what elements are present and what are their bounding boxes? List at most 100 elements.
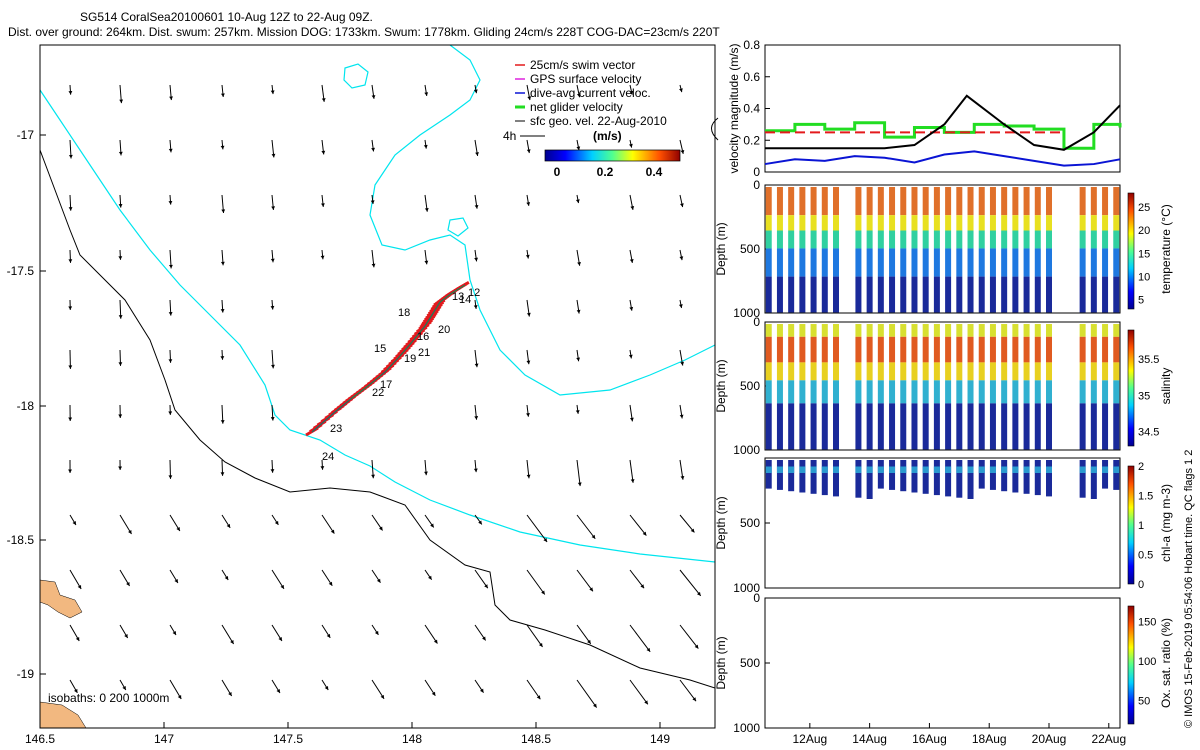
chl-cast xyxy=(1046,460,1052,497)
geo-arrow xyxy=(526,679,541,700)
cast-mid xyxy=(855,362,862,381)
profile-cast xyxy=(978,324,985,450)
geo-arrow xyxy=(221,624,235,645)
cast-salty xyxy=(1012,336,1019,363)
cast-mid xyxy=(900,362,907,381)
cast-cool xyxy=(1012,248,1019,277)
chl-cast xyxy=(877,460,884,489)
cast-salty xyxy=(956,336,963,363)
colorbar-label: temperature (°C) xyxy=(1159,204,1173,294)
geo-arrow-head xyxy=(73,688,78,693)
cast-deep xyxy=(922,276,929,313)
cast-salty xyxy=(1001,336,1008,363)
cast-deep xyxy=(788,403,795,450)
geo-arrow xyxy=(222,735,230,748)
cast-fresh xyxy=(866,324,873,337)
cast-deep xyxy=(799,276,806,313)
chl-max xyxy=(1102,466,1109,473)
geo-arrow-head xyxy=(220,93,225,98)
cast-deep xyxy=(1090,403,1097,450)
cast-fresh xyxy=(911,324,918,337)
reef-island xyxy=(343,63,369,89)
velocity-ytick-label: 0.6 xyxy=(743,70,760,84)
profile-cast xyxy=(956,187,963,313)
cast-low xyxy=(833,380,839,404)
chl-cast xyxy=(978,460,985,489)
cast-salty xyxy=(788,336,795,363)
profile-cast xyxy=(956,324,963,450)
geo-arrow-head xyxy=(646,647,651,652)
colorbar-tick-label: 1 xyxy=(1138,520,1144,532)
cast-deep xyxy=(765,276,772,313)
chl-cast xyxy=(1023,460,1030,494)
profile-cast xyxy=(922,324,929,450)
cast-deep xyxy=(833,403,839,450)
cast-low xyxy=(945,380,952,404)
geo-arrow xyxy=(424,624,438,644)
geo-arrow-head xyxy=(424,207,429,212)
lon-tick-label: 148.5 xyxy=(521,732,551,746)
chl-cast xyxy=(1001,460,1008,492)
cast-thermo xyxy=(1012,230,1019,249)
geo-arrow xyxy=(119,514,132,535)
cast-low xyxy=(1113,380,1120,404)
geo-arrow-head xyxy=(484,584,488,589)
cast-deep xyxy=(911,276,918,313)
cast-salty xyxy=(978,336,985,363)
velocity-series-line xyxy=(765,94,1121,151)
isobath-200m-reef xyxy=(369,45,715,396)
cast-deep xyxy=(821,403,828,450)
cast-cool xyxy=(833,248,839,277)
profile-cast xyxy=(1001,187,1008,313)
profile-cast xyxy=(1102,187,1109,313)
profile-ytick-label: 500 xyxy=(740,516,760,530)
cast-mid xyxy=(967,215,974,231)
lat-tick-label: -17 xyxy=(17,128,35,142)
geo-arrow-head xyxy=(630,417,634,422)
chl-max xyxy=(821,466,828,473)
chl-cast xyxy=(900,460,907,492)
cast-cool xyxy=(821,248,828,277)
cast-warm xyxy=(799,187,806,216)
profile-panel-frame xyxy=(764,457,1121,589)
geo-arrow-head xyxy=(371,263,376,268)
profile-ylabel: Depth (m) xyxy=(714,359,728,412)
profile-cast xyxy=(1046,324,1052,450)
cast-deep xyxy=(956,276,963,313)
colorbar-tick-label: 15 xyxy=(1138,248,1150,260)
chl-max xyxy=(1012,466,1019,473)
geo-arrow-head xyxy=(642,531,647,536)
chl-cast xyxy=(1034,460,1041,496)
geo-arrow xyxy=(475,735,481,745)
geo-arrow-head xyxy=(474,204,479,209)
cast-warm xyxy=(1090,187,1097,216)
cast-mid xyxy=(810,215,817,231)
geo-arrow-head xyxy=(371,474,375,479)
geo-arrow-head xyxy=(321,150,326,155)
cast-cool xyxy=(877,248,884,277)
geo-arrow-head xyxy=(679,88,683,93)
profile-ylabel: Depth (m) xyxy=(714,222,728,275)
profile-cast xyxy=(788,187,795,313)
profile-cast xyxy=(1079,324,1086,450)
geo-arrow-head xyxy=(576,309,581,314)
geo-arrow-head xyxy=(224,575,229,580)
cast-fresh xyxy=(1012,324,1019,337)
cast-mid xyxy=(877,362,884,381)
geo-arrow-head xyxy=(589,587,593,592)
profile-cast xyxy=(1113,187,1120,313)
geo-arrow-head xyxy=(630,206,635,210)
cast-mid xyxy=(1046,362,1052,381)
geo-arrow-head xyxy=(118,466,123,470)
cast-deep xyxy=(1113,276,1120,313)
geo-arrow-head xyxy=(328,581,333,586)
isobath-1000m xyxy=(40,149,715,689)
geo-arrow-head xyxy=(177,694,182,699)
cast-low xyxy=(967,380,974,404)
chl-max xyxy=(956,466,963,473)
cast-mid xyxy=(1102,215,1109,231)
geo-arrow xyxy=(526,514,548,543)
cast-low xyxy=(1102,380,1109,404)
lon-tick-label: 147.5 xyxy=(273,732,303,746)
